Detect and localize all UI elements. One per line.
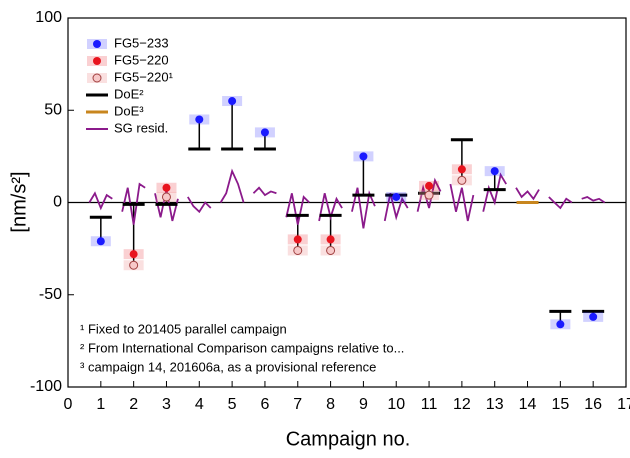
legend-label: FG5−220¹ — [114, 69, 174, 84]
legend-swatch — [92, 73, 102, 83]
x-tick-label: 9 — [359, 396, 368, 413]
x-tick-label: 15 — [551, 396, 569, 413]
point — [457, 165, 466, 174]
point — [129, 260, 139, 270]
point — [556, 320, 565, 329]
point — [162, 183, 171, 192]
legend-swatch — [93, 40, 101, 48]
x-tick-label: 2 — [129, 396, 138, 413]
point — [326, 245, 336, 255]
y-axis-label: [nm/s²] — [8, 171, 30, 232]
point — [129, 250, 138, 259]
legend-label: FG5−220 — [114, 52, 169, 67]
point — [424, 190, 434, 200]
x-tick-label: 14 — [519, 396, 537, 413]
y-tick-label: -50 — [39, 286, 62, 303]
x-tick-label: 17 — [617, 396, 630, 413]
y-tick-label: 50 — [44, 101, 62, 118]
x-tick-label: 12 — [453, 396, 471, 413]
footnote: ³ campaign 14, 201606a, as a provisional… — [80, 359, 376, 374]
x-tick-label: 8 — [326, 396, 335, 413]
y-tick-label: -100 — [30, 378, 62, 395]
x-tick-label: 10 — [387, 396, 405, 413]
y-tick-label: 0 — [53, 194, 62, 211]
point — [293, 245, 303, 255]
x-tick-label: 16 — [584, 396, 602, 413]
point — [260, 128, 269, 137]
x-tick-label: 13 — [486, 396, 504, 413]
legend-label: DoE³ — [114, 103, 144, 118]
point — [457, 175, 467, 185]
point — [195, 115, 204, 124]
x-tick-label: 0 — [64, 396, 73, 413]
point — [490, 167, 499, 176]
x-tick-label: 1 — [96, 396, 105, 413]
x-tick-label: 4 — [195, 396, 204, 413]
legend-label: DoE² — [114, 86, 144, 101]
point — [359, 152, 368, 161]
point — [392, 192, 401, 201]
sg-line — [88, 168, 606, 229]
point — [96, 237, 105, 246]
x-tick-label: 11 — [421, 396, 438, 413]
legend-label: FG5−233 — [114, 35, 169, 50]
point — [228, 97, 237, 106]
x-axis-label: Campaign no. — [286, 428, 411, 450]
x-tick-label: 7 — [293, 396, 302, 413]
point — [326, 235, 335, 244]
point — [161, 192, 171, 202]
y-tick-label: 100 — [35, 9, 62, 26]
legend-label: SG resid. — [114, 120, 168, 135]
x-tick-label: 5 — [228, 396, 237, 413]
footnote: ¹ Fixed to 201405 parallel campaign — [80, 321, 287, 336]
footnote: ² From International Comparison campaign… — [80, 340, 404, 355]
point — [293, 235, 302, 244]
point — [425, 181, 434, 190]
legend-swatch — [93, 57, 101, 65]
x-tick-label: 3 — [162, 396, 171, 413]
x-tick-label: 6 — [260, 396, 269, 413]
point — [589, 312, 598, 321]
